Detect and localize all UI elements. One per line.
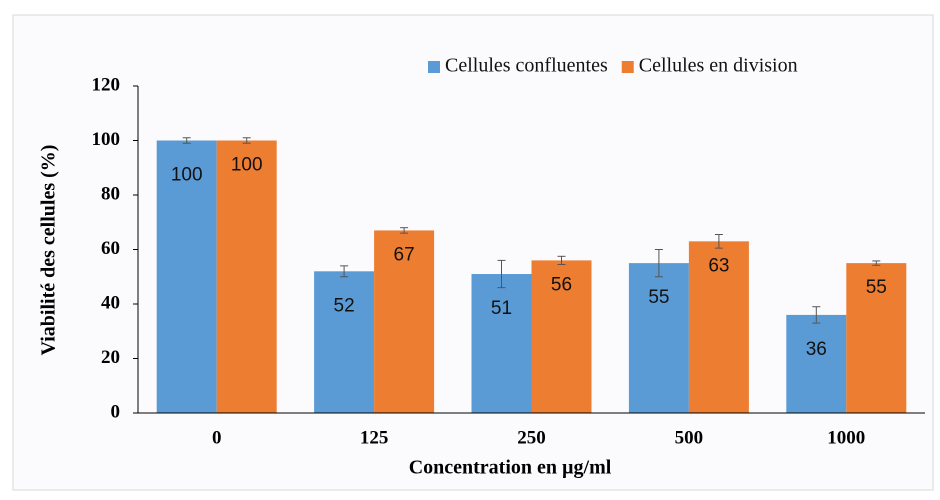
- data-label: 36: [806, 339, 827, 360]
- x-tick-label: 125: [360, 427, 389, 448]
- data-label: 51: [491, 298, 512, 319]
- error-bar: [872, 260, 881, 266]
- y-tick-label: 0: [111, 401, 121, 422]
- bar: [688, 241, 749, 413]
- bar: [531, 260, 592, 413]
- y-tick-label: 80: [101, 183, 120, 204]
- y-tick-label: 100: [92, 129, 121, 150]
- bar: [374, 230, 435, 413]
- legend-label: Cellules confluentes: [445, 55, 608, 77]
- data-label: 56: [551, 274, 572, 295]
- y-axis-label: Viabilité des cellules (%): [38, 145, 60, 356]
- bar: [846, 263, 907, 413]
- data-label: 52: [334, 295, 355, 316]
- x-tick-label: 0: [212, 427, 222, 448]
- data-label: 100: [171, 165, 203, 186]
- error-bar: [812, 306, 821, 324]
- bar: [471, 274, 532, 413]
- error-bar: [714, 234, 723, 249]
- x-tick-label: 500: [675, 427, 704, 448]
- data-label: 63: [708, 255, 729, 276]
- bar: [628, 263, 689, 413]
- bar: [156, 140, 217, 413]
- data-label: 55: [866, 277, 887, 298]
- error-bar: [242, 137, 251, 144]
- legend-label: Cellules en division: [639, 55, 798, 77]
- bar: [314, 271, 375, 413]
- legend-swatch: [428, 61, 440, 73]
- x-tick-label: 250: [517, 427, 546, 448]
- x-tick-label: 1000: [827, 427, 865, 448]
- error-bar: [182, 137, 191, 144]
- chart-frame: [12, 14, 934, 491]
- error-bar: [557, 255, 566, 265]
- bar: [786, 314, 847, 413]
- legend-swatch: [621, 61, 634, 73]
- error-bar: [654, 249, 663, 278]
- data-label: 55: [648, 287, 669, 308]
- error-bar: [340, 265, 349, 278]
- y-tick-label: 60: [101, 238, 120, 259]
- y-tick-label: 120: [92, 74, 121, 95]
- bar: [216, 140, 277, 413]
- y-tick-label: 20: [101, 347, 120, 368]
- data-label: 67: [394, 244, 415, 265]
- y-tick-label: 40: [101, 292, 120, 313]
- error-bar: [497, 259, 506, 289]
- data-label: 100: [231, 155, 263, 176]
- x-axis-label: Concentration en µg/ml: [409, 457, 612, 479]
- error-bar: [400, 227, 409, 234]
